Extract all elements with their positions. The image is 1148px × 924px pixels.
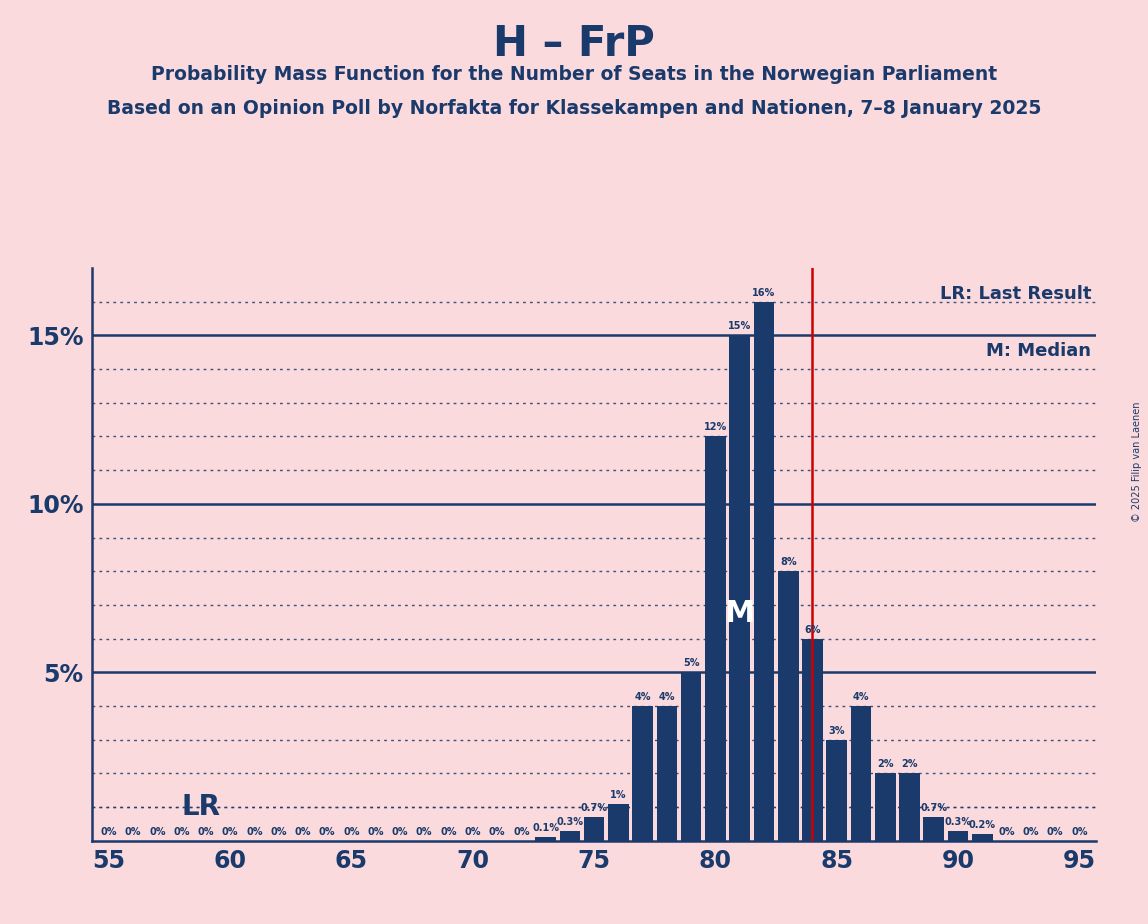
Text: 0.3%: 0.3% — [557, 817, 583, 827]
Text: 2%: 2% — [901, 760, 917, 770]
Text: 0%: 0% — [173, 827, 189, 837]
Bar — [851, 706, 871, 841]
Text: 0%: 0% — [391, 827, 409, 837]
Text: Probability Mass Function for the Number of Seats in the Norwegian Parliament: Probability Mass Function for the Number… — [150, 65, 998, 84]
Text: 0.7%: 0.7% — [921, 803, 947, 813]
Bar — [633, 706, 653, 841]
Text: 0%: 0% — [367, 827, 383, 837]
Text: 0%: 0% — [149, 827, 165, 837]
Bar — [535, 837, 556, 841]
Bar — [681, 673, 701, 841]
Text: 4%: 4% — [659, 692, 675, 702]
Text: 0%: 0% — [416, 827, 433, 837]
Bar — [584, 817, 604, 841]
Bar — [972, 834, 993, 841]
Text: 0%: 0% — [1047, 827, 1063, 837]
Text: 0.1%: 0.1% — [532, 823, 559, 833]
Bar — [729, 335, 750, 841]
Bar — [705, 436, 726, 841]
Text: 0%: 0% — [1023, 827, 1039, 837]
Bar — [657, 706, 677, 841]
Text: Based on an Opinion Poll by Norfakta for Klassekampen and Nationen, 7–8 January : Based on an Opinion Poll by Norfakta for… — [107, 99, 1041, 118]
Bar — [753, 301, 774, 841]
Text: 0%: 0% — [101, 827, 117, 837]
Bar — [923, 817, 944, 841]
Text: © 2025 Filip van Laenen: © 2025 Filip van Laenen — [1132, 402, 1142, 522]
Text: 0%: 0% — [513, 827, 529, 837]
Text: 8%: 8% — [779, 557, 797, 567]
Text: 0%: 0% — [343, 827, 359, 837]
Text: 2%: 2% — [877, 760, 893, 770]
Bar — [827, 740, 847, 841]
Text: 1%: 1% — [610, 790, 627, 800]
Text: 0%: 0% — [271, 827, 287, 837]
Text: 15%: 15% — [728, 322, 751, 332]
Text: 16%: 16% — [752, 287, 776, 298]
Text: M: Median: M: Median — [986, 343, 1092, 360]
Bar — [899, 773, 920, 841]
Text: 0%: 0% — [319, 827, 335, 837]
Text: 0.3%: 0.3% — [945, 817, 971, 827]
Text: LR: LR — [181, 793, 220, 821]
Bar — [802, 638, 823, 841]
Text: H – FrP: H – FrP — [492, 23, 656, 65]
Text: 3%: 3% — [829, 725, 845, 736]
Text: 12%: 12% — [704, 422, 727, 432]
Bar — [948, 831, 969, 841]
Text: 4%: 4% — [635, 692, 651, 702]
Text: 6%: 6% — [805, 625, 821, 635]
Text: LR: Last Result: LR: Last Result — [940, 286, 1092, 303]
Text: 0.2%: 0.2% — [969, 821, 995, 830]
Text: 0%: 0% — [489, 827, 505, 837]
Text: 0%: 0% — [295, 827, 311, 837]
Bar — [559, 831, 580, 841]
Text: 0%: 0% — [1071, 827, 1087, 837]
Text: 4%: 4% — [853, 692, 869, 702]
Text: 0%: 0% — [465, 827, 481, 837]
Text: M: M — [724, 599, 755, 628]
Text: 5%: 5% — [683, 658, 699, 668]
Text: 0.7%: 0.7% — [581, 803, 607, 813]
Text: 0%: 0% — [999, 827, 1015, 837]
Bar — [875, 773, 895, 841]
Text: 0%: 0% — [222, 827, 239, 837]
Bar — [608, 804, 629, 841]
Text: 0%: 0% — [197, 827, 215, 837]
Text: 0%: 0% — [441, 827, 457, 837]
Text: 0%: 0% — [246, 827, 263, 837]
Bar — [778, 571, 799, 841]
Text: 0%: 0% — [125, 827, 141, 837]
